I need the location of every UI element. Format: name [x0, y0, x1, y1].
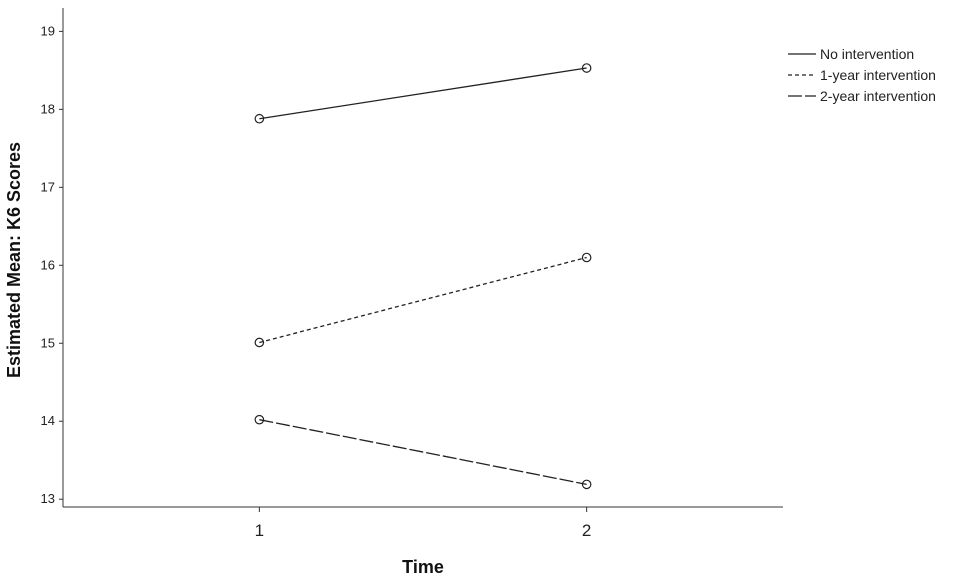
data-point-marker: [254, 113, 265, 124]
series-line-3: [259, 419, 587, 486]
series-layer: [254, 63, 592, 490]
data-point-marker: [254, 414, 265, 425]
data-point-marker: [581, 63, 592, 73]
x-axis-title: Time: [402, 557, 444, 577]
y-tick-label: 14: [41, 413, 55, 428]
y-axis: 13 14 15 16 17 18 19: [41, 8, 64, 507]
series-line-2: [259, 256, 587, 344]
y-tick-label: 15: [41, 335, 55, 350]
x-tick-label: 1: [255, 521, 264, 540]
y-tick-label: 18: [41, 101, 55, 116]
y-tick-label: 19: [41, 23, 55, 38]
data-point-marker: [581, 479, 592, 490]
data-point-marker: [254, 337, 265, 348]
series-line-1: [259, 67, 587, 120]
y-tick-label: 13: [41, 491, 55, 506]
y-tick-label: 17: [41, 179, 55, 194]
legend: No intervention 1-year intervention 2-year…: [788, 46, 936, 104]
legend-entry: No intervention: [820, 46, 914, 62]
legend-entry: 1-year intervention: [820, 67, 936, 83]
legend-entry: 2-year intervention: [820, 88, 936, 104]
y-tick-label: 16: [41, 257, 55, 272]
x-tick-label: 2: [582, 521, 591, 540]
y-axis-title: Estimated Mean: K6 Scores: [4, 142, 24, 378]
data-point-marker: [581, 252, 592, 263]
